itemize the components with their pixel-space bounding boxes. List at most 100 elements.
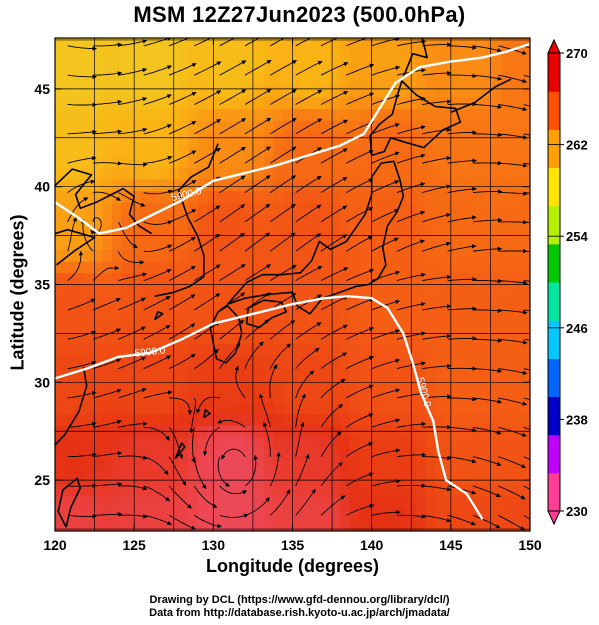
field-cell — [463, 495, 474, 509]
field-cell — [197, 202, 208, 215]
field-cell — [340, 190, 351, 203]
field-cell — [226, 73, 237, 86]
field-cell — [444, 155, 455, 168]
streamline — [472, 514, 501, 529]
field-cell — [359, 249, 370, 262]
field-cell — [150, 401, 161, 415]
field-cell — [178, 190, 189, 203]
field-cell — [425, 225, 436, 239]
field-cell — [292, 448, 303, 462]
field-cell — [283, 261, 294, 274]
field-cell — [349, 85, 360, 98]
field-cell — [330, 472, 341, 485]
field-cell — [463, 202, 474, 215]
field-cell — [226, 448, 237, 462]
field-cell — [425, 378, 436, 391]
field-cell — [93, 120, 104, 133]
field-cell — [501, 519, 512, 531]
streamline — [67, 514, 97, 519]
field-cell — [83, 413, 94, 426]
field-cell — [131, 38, 142, 51]
field-cell — [416, 354, 427, 368]
field-cell — [425, 143, 436, 156]
field-cell — [207, 155, 218, 168]
field-cell — [520, 472, 530, 485]
field-cell — [207, 261, 218, 274]
field-cell — [444, 378, 455, 391]
field-cell — [378, 448, 389, 462]
field-cell — [216, 319, 227, 332]
field-cell — [102, 308, 113, 321]
field-cell — [121, 237, 132, 250]
field-cell — [64, 49, 75, 62]
field-cell — [463, 401, 474, 415]
streamline — [371, 123, 400, 135]
field-cell — [83, 249, 94, 262]
field-cell — [321, 507, 332, 520]
field-cell — [368, 354, 379, 368]
streamline — [269, 364, 278, 399]
field-cell — [302, 38, 313, 51]
field-cell — [273, 85, 284, 98]
field-cell — [188, 460, 199, 473]
field-cell — [492, 284, 503, 297]
field-cell — [454, 49, 465, 62]
field-cell — [435, 413, 446, 426]
field-cell — [387, 214, 398, 227]
streamline — [295, 370, 315, 399]
streamline — [472, 104, 503, 110]
field-cell — [178, 108, 189, 121]
field-cell — [159, 96, 170, 109]
field-cell — [463, 354, 474, 368]
field-cell — [454, 214, 465, 227]
field-cell — [216, 378, 227, 391]
field-cell — [454, 272, 465, 286]
streamline — [422, 514, 452, 523]
field-cell — [64, 378, 75, 391]
field-cell — [444, 519, 455, 531]
field-cell — [83, 61, 94, 74]
field-cell — [292, 202, 303, 215]
field-cell — [530, 132, 540, 144]
field-cell — [378, 437, 389, 450]
field-cell — [245, 237, 256, 250]
field-cell — [378, 319, 389, 332]
field-cell — [64, 331, 75, 344]
field-cell — [397, 249, 408, 262]
field-cell — [435, 96, 446, 109]
field-cell — [311, 178, 322, 192]
streamline — [118, 485, 148, 491]
field-cell — [311, 472, 322, 485]
field-cell — [340, 272, 351, 286]
field-cell — [397, 143, 408, 156]
field-cell — [254, 38, 265, 51]
field-cell — [387, 261, 398, 274]
coastline — [402, 38, 428, 78]
streamline — [194, 264, 221, 281]
y-tick-label: 45 — [34, 81, 50, 97]
streamline — [523, 280, 530, 282]
streamline — [320, 324, 348, 340]
field-cell — [55, 73, 66, 86]
field-cell — [530, 108, 540, 120]
field-cell — [273, 96, 284, 109]
field-cell — [283, 96, 294, 109]
field-cell — [112, 225, 123, 239]
field-cell — [520, 38, 530, 51]
field-cell — [302, 507, 313, 520]
x-tick-label: 130 — [202, 537, 226, 553]
field-cell — [425, 448, 436, 462]
field-cell — [159, 519, 170, 531]
field-cell — [321, 108, 332, 121]
field-cell — [473, 61, 484, 74]
field-cell — [188, 143, 199, 156]
field-cell — [397, 49, 408, 62]
streamline — [194, 205, 221, 223]
field-cell — [226, 214, 237, 227]
field-cell — [530, 461, 540, 473]
field-cell — [454, 249, 465, 262]
field-cell — [150, 85, 161, 98]
x-tick-label: 120 — [43, 537, 67, 553]
streamline — [346, 63, 375, 76]
field-cell — [340, 519, 351, 531]
